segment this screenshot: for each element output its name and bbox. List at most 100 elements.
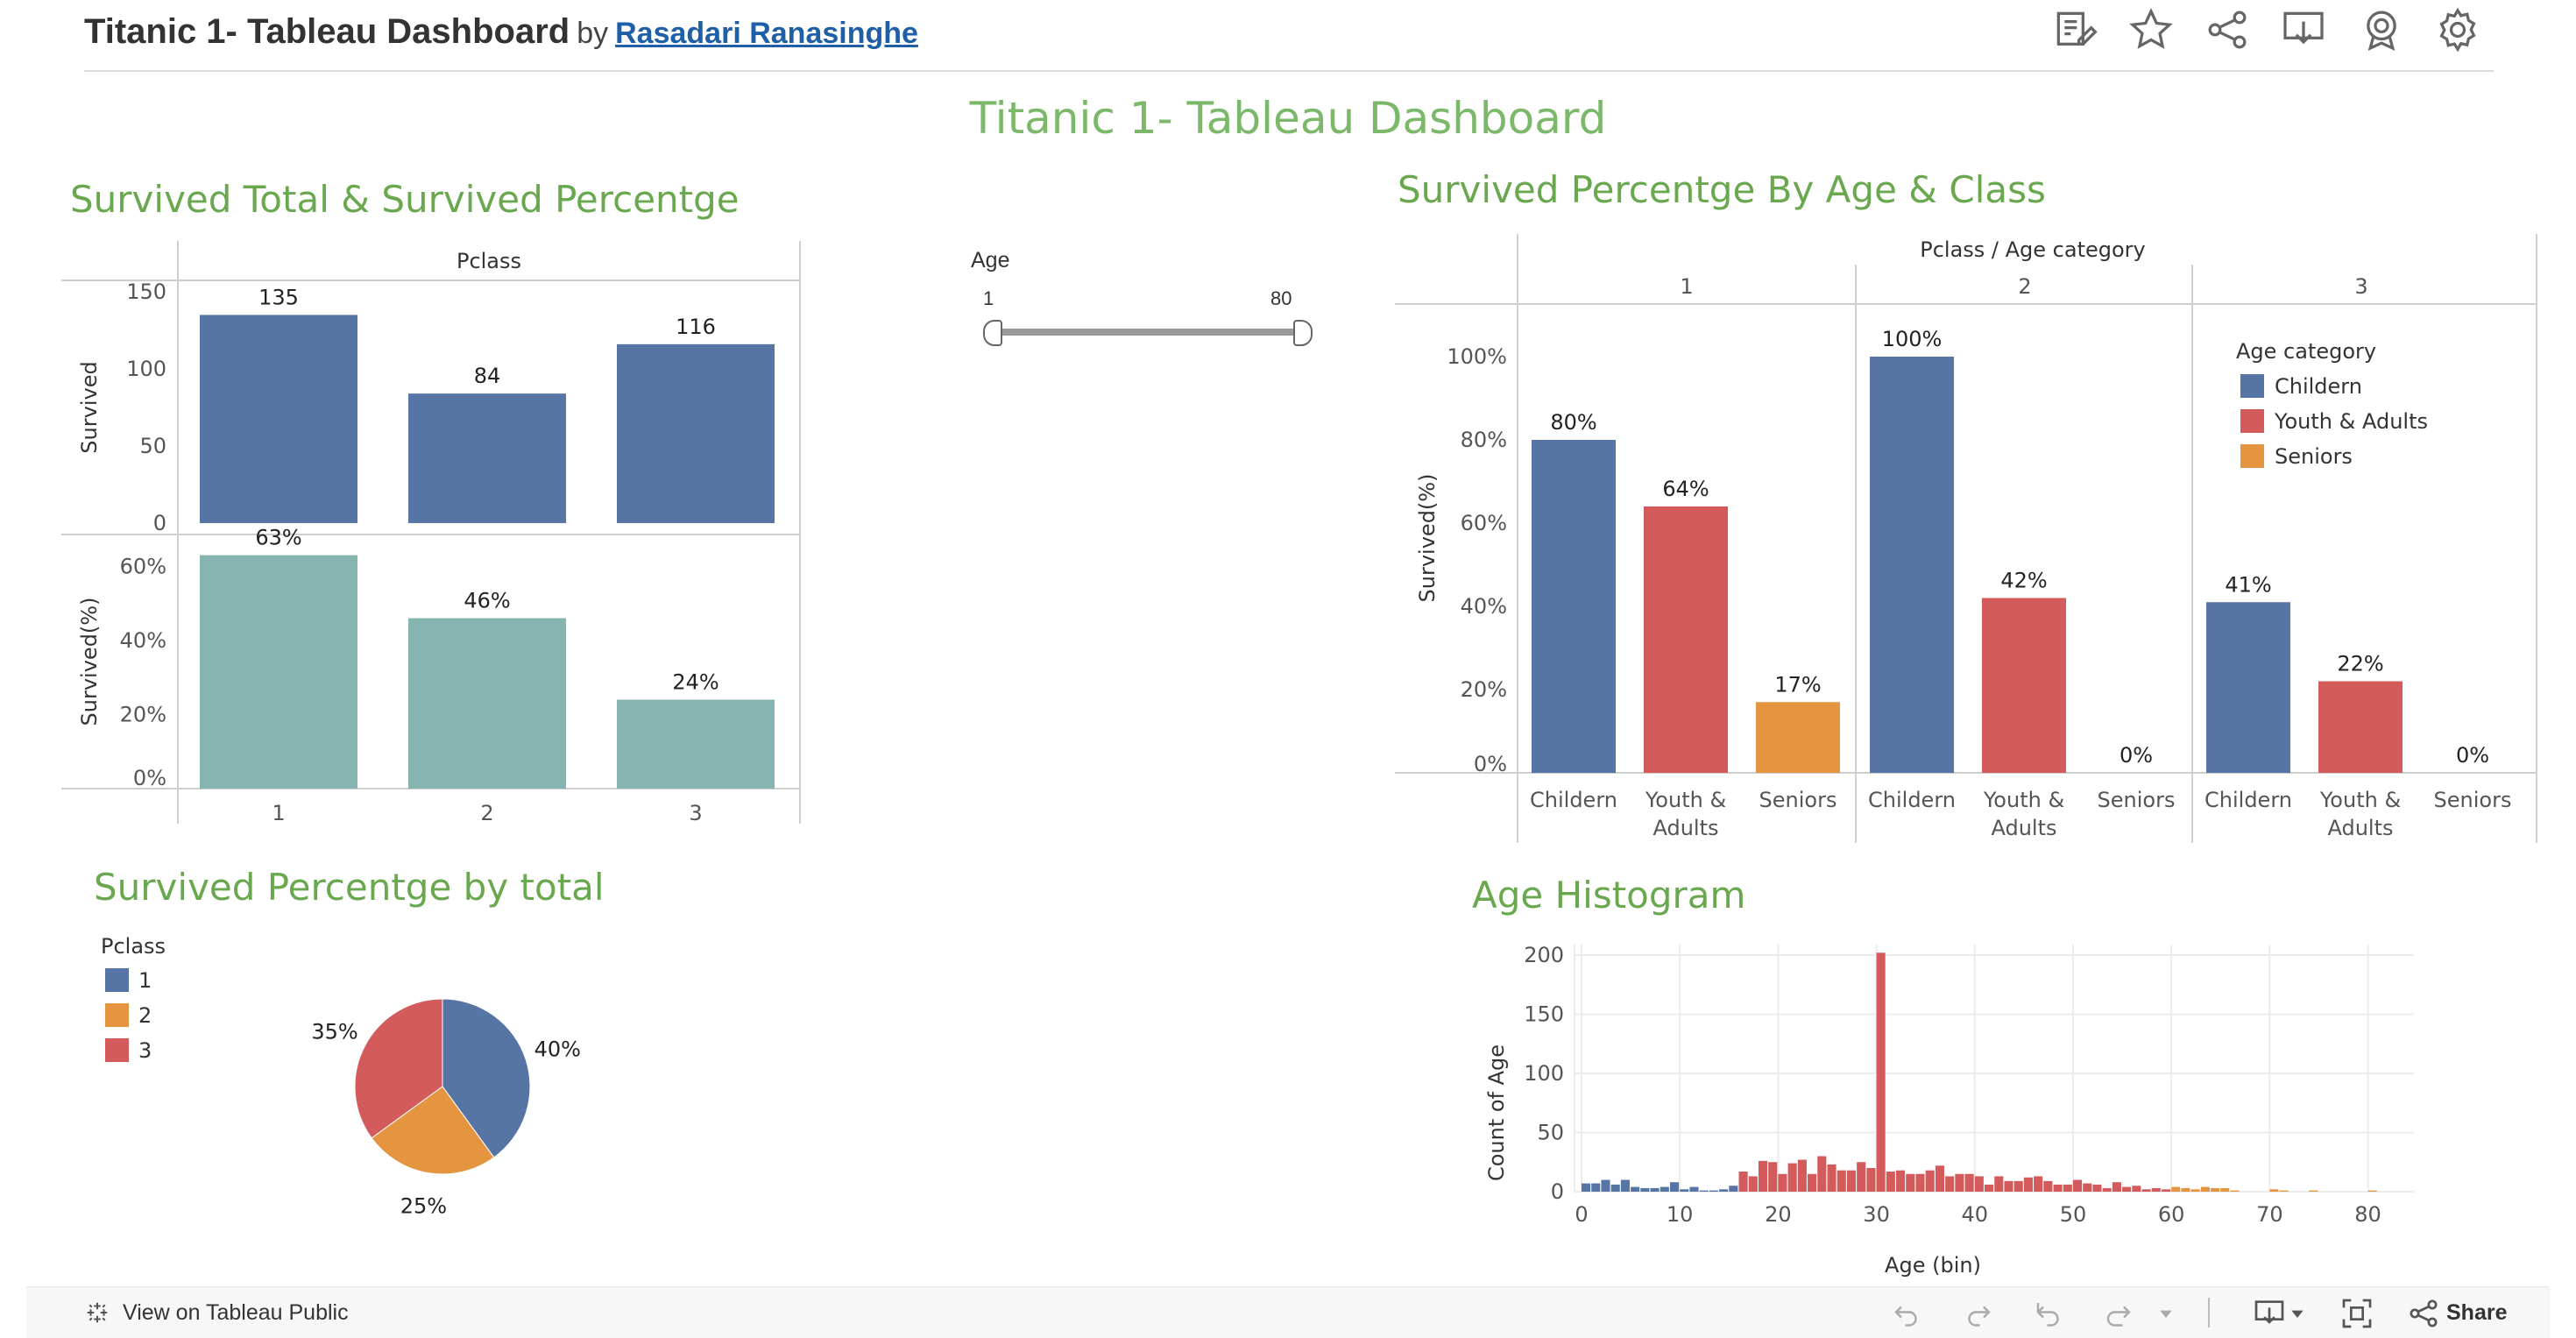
refresh-icon[interactable] xyxy=(2103,1298,2134,1329)
download-icon[interactable] xyxy=(2279,5,2328,54)
histogram-bar[interactable] xyxy=(1669,1182,1680,1192)
star-icon[interactable] xyxy=(2127,5,2176,54)
histogram-bar[interactable] xyxy=(1601,1179,1610,1193)
histogram-bar[interactable] xyxy=(2043,1180,2053,1192)
histogram-bar[interactable] xyxy=(2309,1190,2318,1192)
download-menu-icon[interactable] xyxy=(2252,1296,2287,1331)
histogram-bar[interactable] xyxy=(1610,1184,1620,1192)
survived-bar-pclass-2[interactable] xyxy=(408,393,566,523)
histogram-bar[interactable] xyxy=(2112,1182,2121,1192)
histogram-bar[interactable] xyxy=(2279,1190,2289,1192)
histogram-bar[interactable] xyxy=(1709,1190,1718,1192)
histogram-bar[interactable] xyxy=(1591,1183,1601,1192)
histogram-bar[interactable] xyxy=(2211,1187,2220,1192)
histogram-bar[interactable] xyxy=(2269,1189,2279,1192)
histogram-bar[interactable] xyxy=(1906,1173,1915,1192)
histogram-bar[interactable] xyxy=(2132,1186,2141,1192)
histogram-bar[interactable] xyxy=(1640,1187,1650,1192)
age-slider-track[interactable] xyxy=(992,329,1300,336)
histogram-bar[interactable] xyxy=(1631,1186,1640,1192)
share-button[interactable]: Share xyxy=(2446,1300,2508,1325)
histogram-bar[interactable] xyxy=(2023,1177,2033,1192)
histogram-bar[interactable] xyxy=(2122,1186,2132,1192)
fullscreen-icon[interactable] xyxy=(2339,1296,2374,1331)
histogram-bar[interactable] xyxy=(2141,1189,2151,1192)
age-class-bar[interactable] xyxy=(1532,440,1616,773)
histogram-bar[interactable] xyxy=(2013,1180,2023,1192)
histogram-bar[interactable] xyxy=(2171,1186,2181,1192)
histogram-bar[interactable] xyxy=(2161,1189,2171,1192)
survived-bar-pclass-1[interactable] xyxy=(200,315,357,523)
histogram-bar[interactable] xyxy=(1817,1156,1827,1193)
histogram-bar[interactable] xyxy=(1994,1176,2004,1192)
histogram-bar[interactable] xyxy=(1955,1173,1964,1192)
histogram-bar[interactable] xyxy=(2004,1180,2013,1192)
histogram-bar[interactable] xyxy=(1582,1183,1591,1192)
share-icon[interactable] xyxy=(2203,5,2252,54)
histogram-bar[interactable] xyxy=(1787,1163,1797,1192)
histogram-bar[interactable] xyxy=(1808,1173,1817,1192)
survived-pct-bar-pclass-1[interactable] xyxy=(200,555,357,789)
histogram-bar[interactable] xyxy=(1797,1159,1807,1192)
histogram-bar[interactable] xyxy=(2063,1184,2072,1192)
histogram-bar[interactable] xyxy=(1935,1165,1944,1192)
survived-pct-bar-pclass-3[interactable] xyxy=(617,699,775,789)
pie-slice-pclass-1[interactable] xyxy=(442,998,531,1158)
undo-icon[interactable] xyxy=(1891,1298,1922,1329)
histogram-bar[interactable] xyxy=(2083,1183,2092,1192)
histogram-bar[interactable] xyxy=(1866,1168,1876,1192)
redo-icon[interactable] xyxy=(1963,1298,1994,1329)
histogram-bar[interactable] xyxy=(2151,1187,2161,1192)
view-on-tableau-public-link[interactable]: View on Tableau Public xyxy=(123,1300,349,1325)
histogram-bar[interactable] xyxy=(1846,1170,1857,1192)
histogram-bar[interactable] xyxy=(2220,1187,2230,1192)
histogram-bar[interactable] xyxy=(1758,1160,1768,1192)
share-footer-icon[interactable] xyxy=(2406,1296,2441,1331)
histogram-bar[interactable] xyxy=(1974,1176,1984,1192)
histogram-bar[interactable] xyxy=(2102,1187,2112,1192)
survived-pct-bar-pclass-2[interactable] xyxy=(408,618,566,789)
histogram-bar[interactable] xyxy=(1689,1186,1699,1192)
histogram-bar[interactable] xyxy=(1886,1172,1895,1192)
badge-icon[interactable] xyxy=(2357,5,2406,54)
pie-slice-pclass-3[interactable] xyxy=(354,998,443,1139)
histogram-bar[interactable] xyxy=(1680,1189,1689,1192)
histogram-bar[interactable] xyxy=(2230,1190,2240,1192)
age-class-bar[interactable] xyxy=(1756,702,1840,773)
histogram-bar[interactable] xyxy=(1650,1187,1660,1192)
histogram-bar[interactable] xyxy=(1925,1170,1935,1192)
histogram-bar[interactable] xyxy=(1748,1176,1758,1192)
download-dropdown-icon[interactable] xyxy=(2289,1305,2306,1322)
histogram-bar[interactable] xyxy=(2200,1186,2210,1192)
age-class-bar[interactable] xyxy=(2318,681,2403,774)
histogram-bar[interactable] xyxy=(1857,1162,1866,1192)
histogram-bar[interactable] xyxy=(1827,1164,1836,1192)
pie-slice-pclass-2[interactable] xyxy=(371,1086,495,1175)
survived-bar-pclass-3[interactable] xyxy=(617,343,775,523)
age-class-bar[interactable] xyxy=(2206,602,2290,773)
histogram-bar[interactable] xyxy=(1915,1173,1925,1192)
histogram-bar[interactable] xyxy=(2190,1189,2200,1192)
histogram-bar[interactable] xyxy=(2072,1179,2083,1193)
histogram-bar[interactable] xyxy=(2092,1184,2102,1192)
histogram-bar[interactable] xyxy=(1896,1170,1906,1192)
histogram-bar[interactable] xyxy=(1876,952,1886,1192)
age-class-bar[interactable] xyxy=(1644,506,1728,773)
histogram-bar[interactable] xyxy=(1778,1173,1787,1192)
histogram-bar[interactable] xyxy=(2034,1176,2043,1192)
histogram-bar[interactable] xyxy=(1660,1186,1669,1192)
histogram-bar[interactable] xyxy=(2053,1184,2063,1192)
histogram-bar[interactable] xyxy=(1985,1184,1994,1192)
gear-icon[interactable] xyxy=(2433,5,2482,54)
edit-icon[interactable] xyxy=(2050,5,2099,54)
author-link[interactable]: Rasadari Ranasinghe xyxy=(615,17,918,50)
histogram-bar[interactable] xyxy=(1699,1190,1709,1192)
age-class-bar[interactable] xyxy=(1870,357,1954,773)
histogram-bar[interactable] xyxy=(1620,1179,1630,1193)
histogram-bar[interactable] xyxy=(1719,1189,1729,1192)
histogram-bar[interactable] xyxy=(1729,1186,1738,1192)
histogram-bar[interactable] xyxy=(2367,1190,2377,1192)
revert-icon[interactable] xyxy=(2033,1298,2064,1329)
age-class-bar[interactable] xyxy=(1982,598,2066,774)
histogram-bar[interactable] xyxy=(1945,1176,1955,1192)
